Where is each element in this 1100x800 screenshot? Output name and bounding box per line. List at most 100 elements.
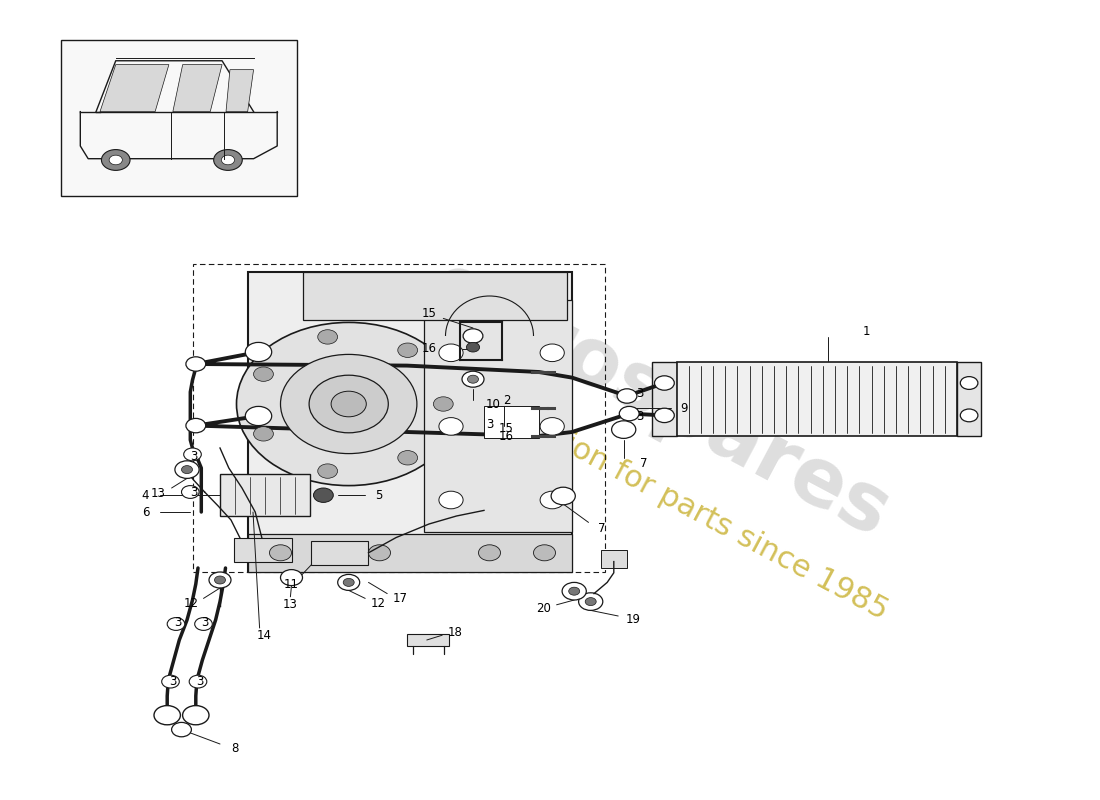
Text: 20: 20	[536, 602, 551, 614]
Bar	[407, 634, 449, 646]
Circle shape	[654, 408, 674, 422]
Bar	[652, 362, 676, 436]
Circle shape	[270, 545, 292, 561]
Polygon shape	[173, 65, 222, 112]
Circle shape	[254, 426, 274, 441]
Circle shape	[186, 418, 206, 433]
Circle shape	[167, 618, 185, 630]
Text: 8: 8	[232, 742, 239, 755]
Bar	[192, 264, 605, 572]
Circle shape	[154, 706, 180, 725]
Bar	[311, 541, 368, 565]
Text: 18: 18	[448, 626, 463, 638]
Text: 9: 9	[681, 402, 688, 414]
Circle shape	[209, 572, 231, 588]
Circle shape	[331, 391, 366, 417]
Circle shape	[551, 487, 575, 505]
Circle shape	[280, 570, 302, 586]
Text: 7: 7	[598, 522, 605, 534]
Circle shape	[309, 375, 388, 433]
Bar	[957, 362, 981, 436]
Circle shape	[569, 587, 580, 595]
Bar	[248, 534, 572, 572]
Circle shape	[612, 421, 636, 438]
Circle shape	[213, 150, 242, 170]
Circle shape	[172, 722, 191, 737]
Circle shape	[534, 545, 556, 561]
Text: 12: 12	[371, 597, 386, 610]
Text: 14: 14	[256, 629, 272, 642]
Circle shape	[314, 488, 333, 502]
Text: 10: 10	[485, 398, 501, 411]
Circle shape	[398, 450, 418, 465]
Circle shape	[236, 322, 461, 486]
Circle shape	[186, 357, 206, 371]
Polygon shape	[100, 65, 169, 112]
Text: 17: 17	[393, 592, 408, 605]
Circle shape	[245, 406, 272, 426]
Circle shape	[617, 389, 637, 403]
Circle shape	[195, 618, 212, 630]
Text: 3: 3	[486, 418, 493, 430]
Circle shape	[398, 343, 418, 358]
Circle shape	[540, 344, 564, 362]
Circle shape	[101, 150, 130, 170]
Bar	[248, 272, 572, 572]
Circle shape	[214, 576, 225, 584]
Text: a passion for parts since 1985: a passion for parts since 1985	[472, 383, 892, 625]
Circle shape	[189, 675, 207, 688]
Bar	[60, 40, 297, 196]
Circle shape	[439, 491, 463, 509]
Bar	[601, 550, 627, 568]
Circle shape	[368, 545, 390, 561]
Circle shape	[540, 491, 564, 509]
Text: 3: 3	[169, 675, 176, 688]
Text: 4: 4	[142, 489, 148, 502]
Circle shape	[109, 155, 122, 165]
Text: 11: 11	[284, 578, 299, 590]
Circle shape	[562, 582, 586, 600]
Circle shape	[654, 376, 674, 390]
Text: 3: 3	[637, 387, 644, 400]
Circle shape	[960, 409, 978, 422]
Circle shape	[254, 367, 274, 382]
Bar	[234, 538, 292, 562]
Circle shape	[462, 371, 484, 387]
Circle shape	[183, 706, 209, 725]
Circle shape	[439, 344, 463, 362]
Circle shape	[221, 155, 234, 165]
Text: 2: 2	[504, 394, 510, 406]
Circle shape	[343, 578, 354, 586]
Circle shape	[182, 486, 199, 498]
Text: 13: 13	[151, 487, 166, 500]
Circle shape	[468, 375, 478, 383]
Text: 3: 3	[175, 616, 182, 629]
Text: 19: 19	[626, 613, 641, 626]
Text: 3: 3	[190, 450, 197, 462]
Circle shape	[175, 461, 199, 478]
Circle shape	[540, 418, 564, 435]
Text: 13: 13	[283, 598, 298, 610]
Bar	[484, 406, 539, 438]
Text: 15: 15	[421, 307, 437, 320]
Text: 3: 3	[201, 616, 208, 629]
Circle shape	[184, 448, 201, 461]
Circle shape	[585, 598, 596, 606]
Text: 3: 3	[190, 486, 197, 498]
Circle shape	[338, 574, 360, 590]
Circle shape	[439, 418, 463, 435]
Circle shape	[318, 464, 338, 478]
Text: 12: 12	[184, 597, 199, 610]
Circle shape	[619, 406, 639, 421]
Circle shape	[960, 377, 978, 390]
Circle shape	[318, 330, 338, 344]
Circle shape	[280, 354, 417, 454]
Circle shape	[478, 545, 500, 561]
Bar	[676, 362, 957, 436]
Bar	[302, 272, 566, 320]
Text: 5: 5	[375, 489, 382, 502]
Circle shape	[162, 675, 179, 688]
Text: 7: 7	[640, 458, 647, 470]
Text: 6: 6	[143, 506, 150, 518]
Circle shape	[182, 466, 192, 474]
